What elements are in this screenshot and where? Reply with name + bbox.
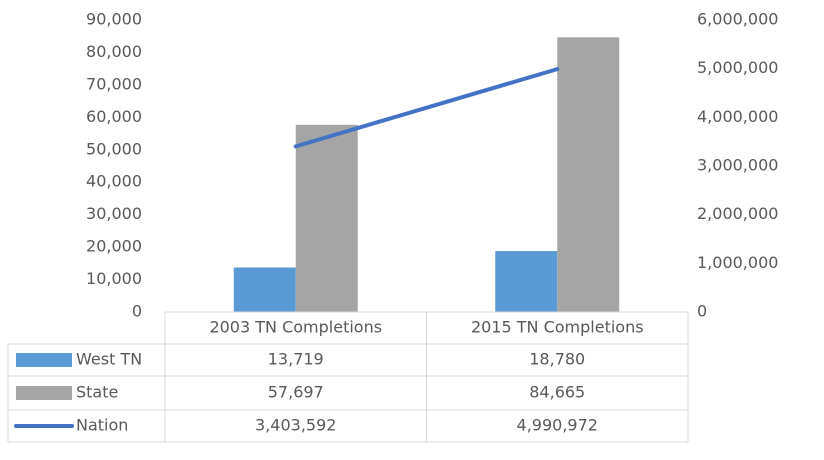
y-tick-label: 90,000 xyxy=(86,10,142,29)
legend-label: West TN xyxy=(76,350,142,369)
x-tick-label: 2003 TN Completions xyxy=(209,318,382,337)
legend-key xyxy=(16,353,72,367)
y-tick-label: 10,000 xyxy=(86,269,142,288)
y-tick-label: 60,000 xyxy=(86,107,142,126)
bar xyxy=(295,124,358,312)
y2-tick-label: 3,000,000 xyxy=(697,156,778,175)
y2-tick-label: 4,000,000 xyxy=(697,107,778,126)
bar xyxy=(495,251,558,312)
data-label: 4,990,972 xyxy=(517,416,598,435)
y-tick-label: 70,000 xyxy=(86,74,142,93)
data-label: 84,665 xyxy=(529,383,585,402)
y-tick-label: 40,000 xyxy=(86,172,142,191)
y2-tick-label: 0 xyxy=(697,302,707,321)
legend-label: Nation xyxy=(76,416,128,435)
y-tick-label: 20,000 xyxy=(86,237,142,256)
y2-tick-label: 2,000,000 xyxy=(697,204,778,223)
data-label: 13,719 xyxy=(268,350,324,369)
bar xyxy=(233,267,296,312)
data-label: 18,780 xyxy=(529,350,585,369)
data-label: 3,403,592 xyxy=(255,416,336,435)
y2-tick-label: 5,000,000 xyxy=(697,58,778,77)
y-tick-label: 30,000 xyxy=(86,204,142,223)
bar xyxy=(557,37,620,312)
y2-tick-label: 6,000,000 xyxy=(697,10,778,29)
x-tick-label: 2015 TN Completions xyxy=(471,318,644,337)
data-label: 57,697 xyxy=(268,383,324,402)
y-tick-label: 0 xyxy=(132,302,142,321)
legend-label: State xyxy=(76,383,118,402)
line-series xyxy=(293,67,560,149)
y-tick-label: 50,000 xyxy=(86,139,142,158)
legend-key xyxy=(16,386,72,400)
y-tick-label: 80,000 xyxy=(86,42,142,61)
y2-tick-label: 1,000,000 xyxy=(697,253,778,272)
